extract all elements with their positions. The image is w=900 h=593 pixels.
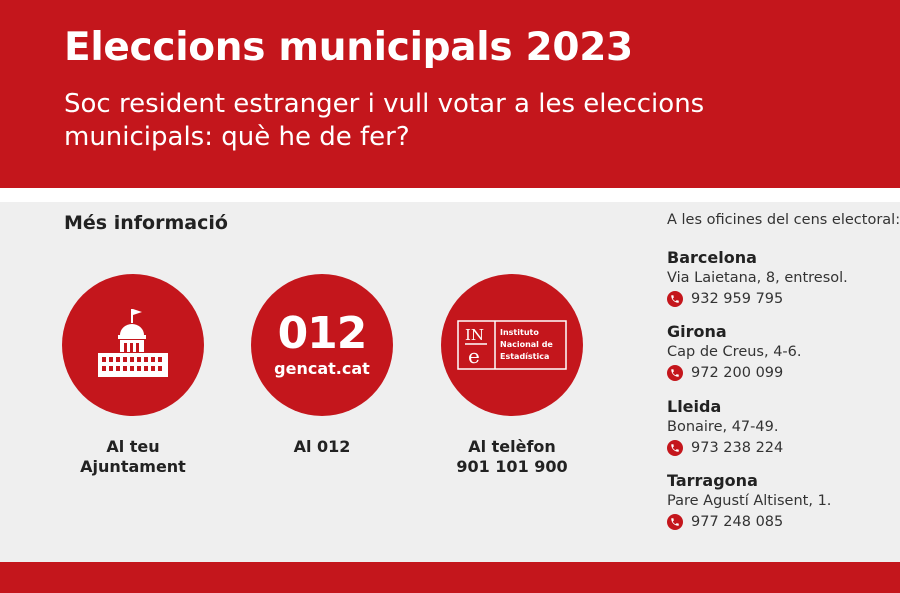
office-phone: 973 238 224 <box>667 437 897 459</box>
phone-icon <box>667 514 683 530</box>
phone-icon <box>667 291 683 307</box>
office-address: Cap de Creus, 4-6. <box>667 344 802 360</box>
town-hall-circle <box>62 274 204 416</box>
page-subtitle: Soc resident estranger i vull votar a le… <box>64 89 705 152</box>
office-address: Pare Agustí Altisent, 1. <box>667 493 832 509</box>
more-info-heading: Més informació <box>64 212 228 234</box>
town-hall-caption: Al teu Ajuntament <box>80 437 186 476</box>
office-phone: 972 200 099 <box>667 362 897 384</box>
office-tarragona: Tarragona Pare Agustí Altisent, 1. 977 2… <box>667 471 897 533</box>
offices-intro: A les oficines del cens electoral: <box>667 212 900 228</box>
gencat-012-logo: 012 gencat.cat <box>274 308 370 378</box>
svg-text:e: e <box>468 344 480 368</box>
ine-caption: Al telèfon 901 101 900 <box>456 437 568 476</box>
office-girona: Girona Cap de Creus, 4-6. 972 200 099 <box>667 322 897 384</box>
svg-text:Nacional de: Nacional de <box>500 340 553 349</box>
office-barcelona: Barcelona Via Laietana, 8, entresol. 932… <box>667 248 897 310</box>
footer-bar <box>0 562 900 593</box>
phone-icon <box>667 440 683 456</box>
svg-text:Estadística: Estadística <box>500 352 549 361</box>
gencat-012-caption: Al 012 <box>293 437 351 456</box>
gencat-012-circle: 012 gencat.cat <box>251 274 393 416</box>
office-address: Bonaire, 47-49. <box>667 419 779 435</box>
svg-text:IN: IN <box>465 326 484 344</box>
office-city: Lleida <box>667 397 722 416</box>
ine-circle: IN e Instituto Nacional de Estadística <box>441 274 583 416</box>
office-city: Barcelona <box>667 248 757 267</box>
office-phone: 932 959 795 <box>667 288 897 310</box>
town-hall-icon <box>98 309 168 377</box>
office-address: Via Laietana, 8, entresol. <box>667 270 848 286</box>
office-lleida: Lleida Bonaire, 47-49. 973 238 224 <box>667 397 897 459</box>
phone-icon <box>667 365 683 381</box>
svg-text:Instituto: Instituto <box>500 328 539 337</box>
page-title: Eleccions municipals 2023 <box>64 25 633 70</box>
divider-strip <box>0 188 900 202</box>
office-city: Tarragona <box>667 471 758 490</box>
header-banner: Eleccions municipals 2023 Soc resident e… <box>0 0 900 188</box>
office-city: Girona <box>667 322 727 341</box>
office-phone: 977 248 085 <box>667 511 897 533</box>
ine-logo: IN e Instituto Nacional de Estadística <box>457 320 567 370</box>
